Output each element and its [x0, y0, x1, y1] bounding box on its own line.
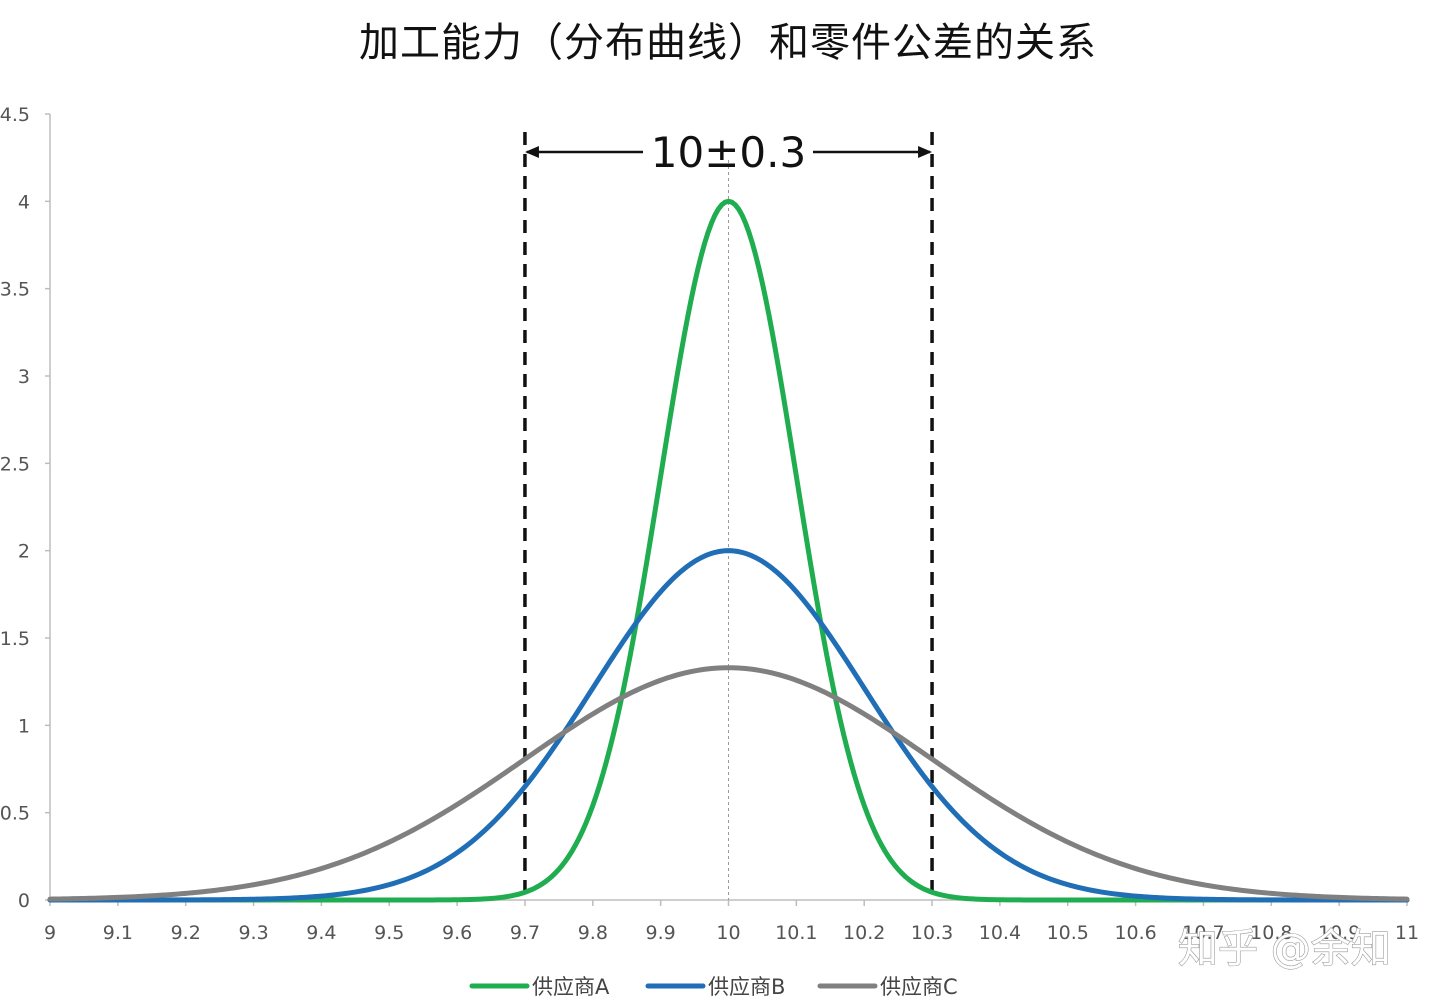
x-tick-label: 10 [716, 922, 740, 944]
y-tick-label: 4 [18, 191, 30, 213]
x-tick-label: 10.1 [775, 922, 817, 944]
y-tick-label: 3 [18, 366, 30, 388]
x-tick-label: 9.1 [103, 922, 133, 944]
x-tick-label: 9 [44, 922, 56, 944]
y-tick-label: 4.5 [0, 104, 30, 126]
y-tick-label: 2 [18, 541, 30, 563]
y-tick-label: 2.5 [0, 453, 30, 475]
legend-label-2: 供应商B [708, 975, 785, 999]
y-tick-label: 0.5 [0, 803, 30, 825]
y-tick-label: 1 [18, 715, 30, 737]
legend-label-3: 供应商C [880, 975, 958, 999]
y-tick-label: 3.5 [0, 279, 30, 301]
x-tick-label: 9.9 [646, 922, 676, 944]
x-tick-label: 10.3 [911, 922, 953, 944]
x-tick-label: 10.4 [979, 922, 1021, 944]
x-tick-label: 9.2 [171, 922, 201, 944]
x-tick-label: 9.7 [510, 922, 540, 944]
x-tick-label: 9.3 [238, 922, 268, 944]
spec-label: 10±0.3 [651, 128, 806, 177]
x-tick-label: 9.4 [306, 922, 336, 944]
x-tick-label: 9.8 [578, 922, 608, 944]
x-tick-label: 10.5 [1047, 922, 1089, 944]
legend-label-1: 供应商A [532, 975, 610, 999]
y-tick-label: 1.5 [0, 628, 30, 650]
y-tick-label: 0 [18, 890, 30, 912]
annotation-layer: 10±0.3 [525, 128, 932, 900]
x-tick-label: 9.6 [442, 922, 472, 944]
legend: 供应商A 供应商B 供应商C [472, 975, 958, 999]
watermark: 知乎 @余知 [1178, 926, 1391, 972]
x-tick-label: 10.2 [843, 922, 885, 944]
x-tick-label: 11 [1395, 922, 1419, 944]
x-tick-label: 9.5 [374, 922, 404, 944]
x-tick-label: 10.6 [1114, 922, 1156, 944]
